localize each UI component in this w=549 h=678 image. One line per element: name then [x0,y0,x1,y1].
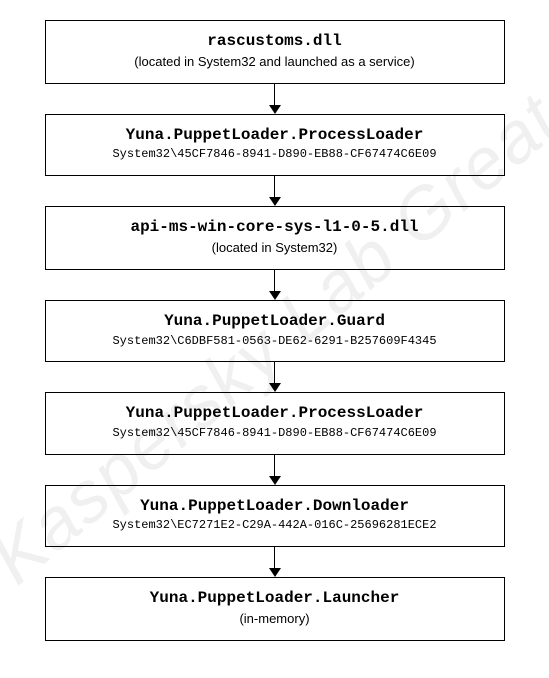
node-subtitle: (in-memory) [54,611,496,628]
arrow-down-icon [269,362,281,392]
node-subtitle: System32\45CF7846-8941-D890-EB88-CF67474… [54,426,496,442]
arrow-down-icon [269,84,281,114]
node-title: rascustoms.dll [54,31,496,52]
flow-node: api-ms-win-core-sys-l1-0-5.dll (located … [45,206,505,270]
node-subtitle: System32\EC7271E2-C29A-442A-016C-2569628… [54,518,496,534]
node-subtitle: (located in System32 and launched as a s… [54,54,496,71]
node-title: Yuna.PuppetLoader.ProcessLoader [54,125,496,146]
node-subtitle: (located in System32) [54,240,496,257]
flow-node: Yuna.PuppetLoader.Guard System32\C6DBF58… [45,300,505,362]
flow-node: Yuna.PuppetLoader.ProcessLoader System32… [45,114,505,176]
arrow-down-icon [269,176,281,206]
node-subtitle: System32\45CF7846-8941-D890-EB88-CF67474… [54,147,496,163]
node-title: Yuna.PuppetLoader.ProcessLoader [54,403,496,424]
node-title: Yuna.PuppetLoader.Launcher [54,588,496,609]
flow-node: Yuna.PuppetLoader.Launcher (in-memory) [45,577,505,641]
flow-node: Yuna.PuppetLoader.Downloader System32\EC… [45,485,505,547]
flowchart-container: rascustoms.dll (located in System32 and … [0,0,549,661]
arrow-down-icon [269,270,281,300]
arrow-down-icon [269,547,281,577]
node-title: api-ms-win-core-sys-l1-0-5.dll [54,217,496,238]
flow-node: Yuna.PuppetLoader.ProcessLoader System32… [45,392,505,454]
node-title: Yuna.PuppetLoader.Guard [54,311,496,332]
node-title: Yuna.PuppetLoader.Downloader [54,496,496,517]
arrow-down-icon [269,455,281,485]
flow-node: rascustoms.dll (located in System32 and … [45,20,505,84]
node-subtitle: System32\C6DBF581-0563-DE62-6291-B257609… [54,334,496,350]
